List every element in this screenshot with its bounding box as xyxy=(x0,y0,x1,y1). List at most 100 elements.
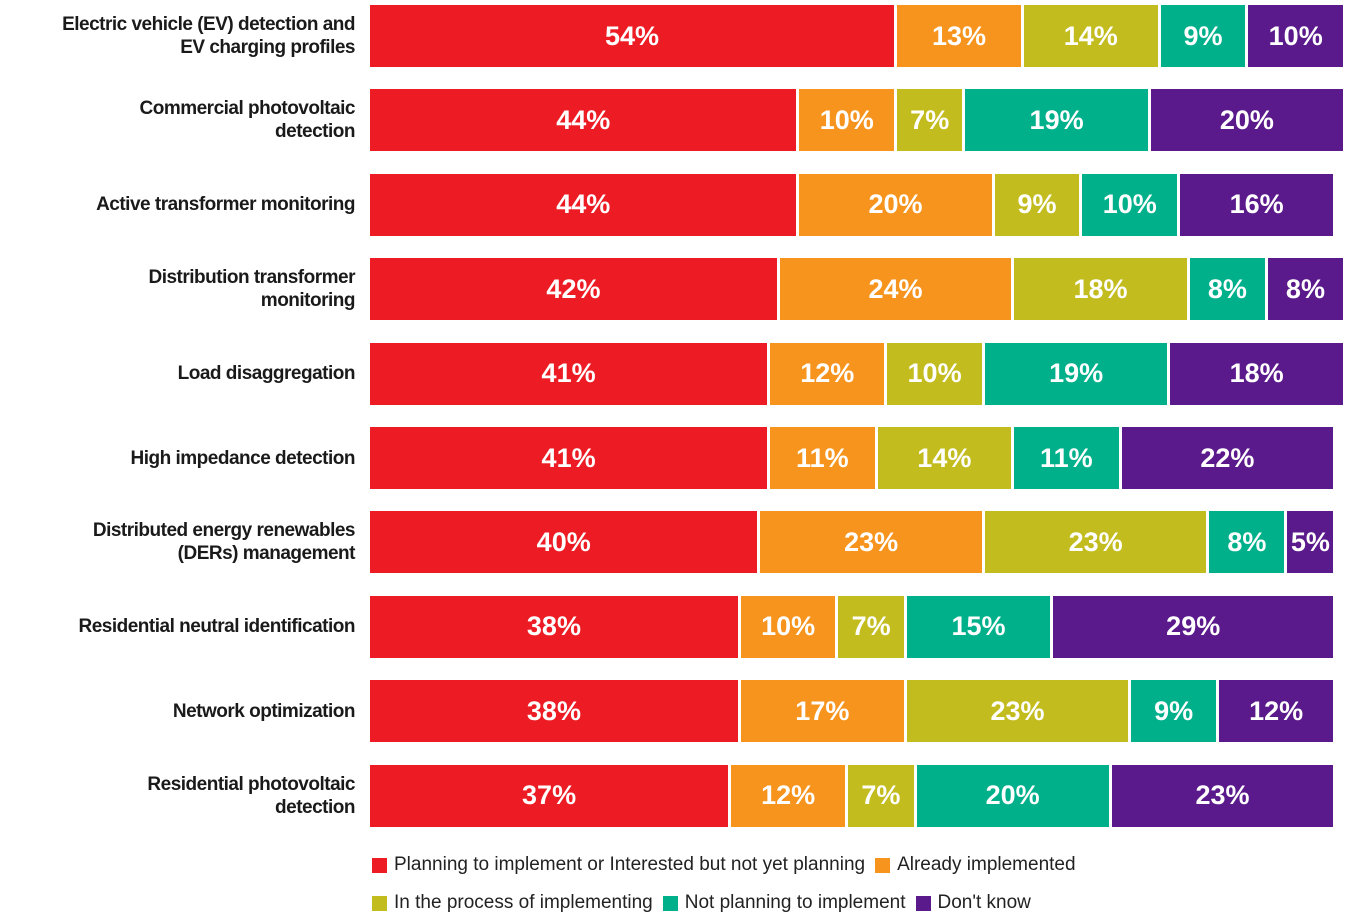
value-label: 7% xyxy=(851,611,891,642)
bar-segment: 9% xyxy=(1131,680,1220,743)
value-label: 18% xyxy=(1073,273,1128,304)
legend-label: Don't know xyxy=(937,892,1031,913)
value-label: 12% xyxy=(800,358,855,389)
value-label: 23% xyxy=(1068,526,1123,557)
value-label: 38% xyxy=(526,695,581,726)
value-label: 9% xyxy=(1017,189,1057,220)
bar-segment: 18% xyxy=(1170,342,1346,405)
bar-segment: 18% xyxy=(1014,258,1190,321)
legend-item: Planning to implement or Interested but … xyxy=(372,852,865,878)
category-label: Load disaggregation xyxy=(177,363,356,385)
category-label: Commercial photovoltaic detection xyxy=(139,98,356,143)
bar-segment: 23% xyxy=(1111,764,1337,827)
category-label: Network optimization xyxy=(172,700,356,722)
category-label: High impedance detection xyxy=(130,447,356,469)
bar-segment: 11% xyxy=(1014,427,1122,489)
bar-segment: 15% xyxy=(906,595,1054,658)
bar-segment: 10% xyxy=(799,89,898,152)
value-label: 54% xyxy=(604,20,660,51)
bar-segment: 8% xyxy=(1189,258,1268,321)
bar-segment: 10% xyxy=(887,342,985,405)
bar-segment: 24% xyxy=(779,258,1015,321)
bar-segment: 54% xyxy=(370,5,898,67)
value-label: 17% xyxy=(795,695,850,726)
bar-segment: 44% xyxy=(370,173,800,236)
value-label: 10% xyxy=(1268,20,1323,51)
bar-segment: 38% xyxy=(370,680,741,743)
legend-label: Planning to implement or Interested but … xyxy=(394,854,866,875)
legend: Planning to implement or Interested but … xyxy=(372,852,1252,916)
value-label: 23% xyxy=(844,526,899,557)
value-label: 23% xyxy=(1195,780,1250,811)
legend-swatch xyxy=(875,857,891,873)
bar-segment: 12% xyxy=(1219,680,1337,743)
value-label: 20% xyxy=(868,189,923,220)
bar-segment: 9% xyxy=(994,173,1083,236)
bar-segment: 38% xyxy=(370,595,741,658)
value-label: 11% xyxy=(796,442,849,473)
bar-segment: 19% xyxy=(984,342,1171,405)
value-label: 7% xyxy=(861,780,901,811)
bar-segment: 23% xyxy=(760,511,985,574)
bar-segment: 9% xyxy=(1160,5,1249,67)
value-label: 14% xyxy=(1063,20,1118,51)
bar-segment: 10% xyxy=(740,595,839,658)
value-label: 10% xyxy=(1102,189,1157,220)
bar-segment: 44% xyxy=(370,89,800,152)
value-label: 40% xyxy=(536,526,591,557)
bar-segment: 29% xyxy=(1053,595,1337,658)
bar-segment: 8% xyxy=(1209,511,1288,574)
bar-segment: 37% xyxy=(370,764,732,827)
bar-segment: 20% xyxy=(916,764,1112,827)
category-label: Active transformer monitoring xyxy=(96,194,355,216)
value-label: 18% xyxy=(1229,358,1284,389)
bar-segment: 41% xyxy=(370,342,771,405)
value-label: 5% xyxy=(1290,526,1330,557)
bar-segment: 23% xyxy=(984,511,1210,574)
legend-swatch xyxy=(662,895,678,911)
value-label: 12% xyxy=(761,780,816,811)
bar-segment: 16% xyxy=(1180,173,1337,236)
bar-segment: 20% xyxy=(799,173,995,236)
bar-segment: 19% xyxy=(965,89,1151,152)
value-label: 11% xyxy=(1040,442,1093,473)
value-label: 29% xyxy=(1166,611,1221,642)
bar-segment: 17% xyxy=(740,680,907,743)
legend-label: Already implemented xyxy=(897,854,1076,875)
legend-item: In the process of implementing xyxy=(372,890,653,916)
category-label: Electric vehicle (EV) detection and EV c… xyxy=(62,14,355,58)
legend-label: Not planning to implement xyxy=(684,892,906,913)
value-label: 44% xyxy=(556,104,611,135)
value-label: 37% xyxy=(522,780,577,811)
bar-segment: 8% xyxy=(1267,258,1346,321)
bar-segment: 7% xyxy=(848,764,917,827)
value-label: 20% xyxy=(985,780,1040,811)
bar-segment: 5% xyxy=(1287,511,1337,574)
value-label: 14% xyxy=(917,442,972,473)
bar-segment: 12% xyxy=(770,342,888,405)
category-label: Residential photovoltaic detection xyxy=(147,773,355,818)
bar-segment: 23% xyxy=(906,680,1132,743)
value-label: 19% xyxy=(1049,358,1104,389)
bar-segment: 7% xyxy=(897,89,966,152)
value-label: 10% xyxy=(819,104,874,135)
legend-item: Already implemented xyxy=(875,852,1076,878)
value-label: 9% xyxy=(1183,20,1223,51)
legend-swatch xyxy=(372,895,387,911)
value-label: 7% xyxy=(910,104,950,135)
value-label: 41% xyxy=(541,442,596,473)
category-label: Residential neutral identification xyxy=(78,616,356,638)
bar-segment: 14% xyxy=(1023,5,1161,67)
value-label: 41% xyxy=(541,358,596,389)
legend-swatch xyxy=(915,895,931,911)
bar-segment: 10% xyxy=(1248,5,1346,67)
value-label: 16% xyxy=(1229,189,1284,220)
value-label: 10% xyxy=(761,611,816,642)
value-label: 15% xyxy=(951,611,1006,642)
value-label: 8% xyxy=(1285,273,1325,304)
bar-segment: 14% xyxy=(877,427,1015,489)
category-label: Distribution transformer monitoring xyxy=(148,267,355,312)
value-label: 23% xyxy=(990,695,1045,726)
value-label: 22% xyxy=(1200,442,1255,473)
bar-segment: 41% xyxy=(370,427,771,489)
